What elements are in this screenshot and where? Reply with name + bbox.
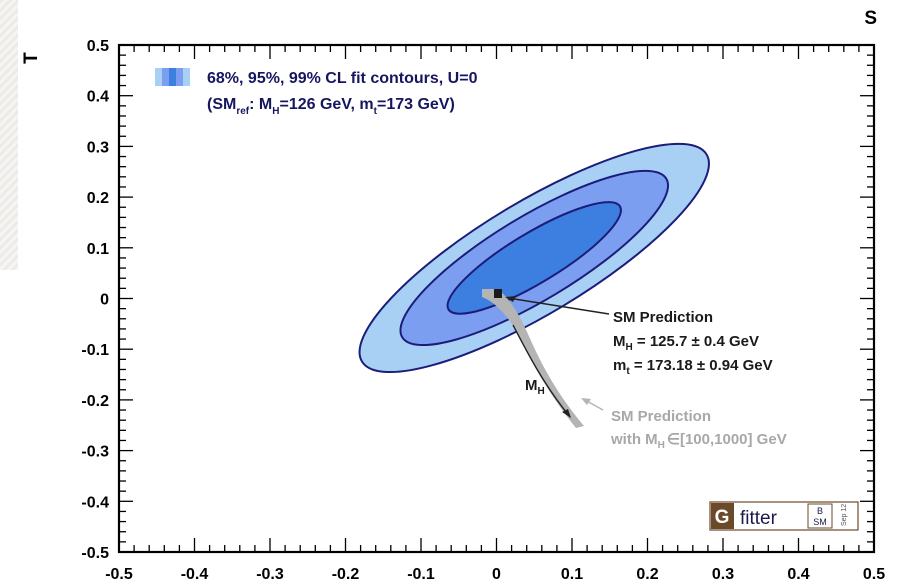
sm-band-range: with MH ∈[100,1000] GeV bbox=[610, 431, 787, 451]
sm-band-title: SM Prediction bbox=[611, 408, 711, 425]
sm-arrow-head bbox=[505, 296, 516, 302]
sm-title: SM Prediction bbox=[613, 309, 713, 326]
legend-swatch bbox=[155, 68, 190, 86]
y-tick-label: 0 bbox=[100, 292, 109, 309]
logo-word: fitter bbox=[740, 508, 778, 529]
sm-annotation: SM Prediction MH = 125.7 ± 0.4 GeV mt = … bbox=[525, 309, 773, 397]
annotation-arrows bbox=[505, 296, 610, 418]
legend: 68%, 95%, 99% CL fit contours, U=0 (SMre… bbox=[155, 68, 478, 117]
axis-ticks bbox=[118, 44, 875, 553]
mh-arrow bbox=[512, 324, 571, 418]
x-tick-label: -0.2 bbox=[332, 566, 360, 581]
sm-mh-value: MH = 125.7 ± 0.4 GeV bbox=[613, 333, 759, 353]
x-tick-label: 0.3 bbox=[712, 566, 734, 581]
sm-band-annotation: SM Prediction with MH ∈[100,1000] GeV bbox=[610, 408, 787, 451]
logo-sup: B bbox=[817, 506, 823, 516]
mh-arrow-label: MH bbox=[525, 377, 545, 397]
y-tick-label: -0.4 bbox=[81, 494, 109, 511]
band-arrow-head bbox=[581, 398, 591, 405]
x-tick-label: -0.5 bbox=[105, 566, 133, 581]
legend-line-2: (SMref: MH=126 GeV, mt=173 GeV) bbox=[207, 96, 455, 117]
x-tick-label: 0.4 bbox=[787, 566, 809, 581]
y-tick-label: -0.3 bbox=[81, 444, 109, 461]
y-tick-labels: 0.5 0.4 0.3 0.2 0.1 0 -0.1 -0.2 -0.3 -0.4 -0.5 bbox=[81, 38, 109, 562]
x-tick-label: -0.4 bbox=[181, 566, 209, 581]
x-tick-label: 0.5 bbox=[863, 566, 885, 581]
legend-line-1: 68%, 95%, 99% CL fit contours, U=0 bbox=[207, 70, 478, 87]
logo-g: G bbox=[715, 507, 730, 528]
y-tick-label: -0.5 bbox=[81, 545, 109, 562]
y-tick-label: 0.3 bbox=[87, 139, 109, 156]
background-texture bbox=[0, 0, 18, 270]
sm-mt-value: mt = 173.18 ± 0.94 GeV bbox=[613, 357, 773, 377]
y-tick-label: -0.2 bbox=[81, 393, 109, 410]
sm-arrow bbox=[507, 297, 610, 315]
x-tick-label: -0.1 bbox=[407, 566, 435, 581]
x-tick-label: 0.2 bbox=[636, 566, 658, 581]
sm-prediction-point bbox=[494, 289, 502, 298]
y-tick-label: 0.4 bbox=[87, 89, 109, 106]
contour-group bbox=[358, 142, 710, 374]
y-tick-label: 0.1 bbox=[87, 241, 109, 258]
y-axis-title: T bbox=[21, 52, 42, 64]
y-tick-label: 0.5 bbox=[87, 38, 109, 55]
x-tick-label: 0.1 bbox=[561, 566, 583, 581]
x-tick-label: 0 bbox=[492, 566, 501, 581]
sm-prediction-band bbox=[482, 289, 584, 428]
x-axis-title: S bbox=[864, 8, 877, 29]
logo-tag: Sep 12 bbox=[841, 504, 848, 526]
logo-sub: SM bbox=[813, 517, 827, 527]
contour-68cl bbox=[446, 201, 622, 315]
gfitter-logo: G fitter B SM Sep 12 bbox=[709, 501, 859, 531]
y-tick-label: -0.1 bbox=[81, 342, 109, 359]
x-tick-label: -0.3 bbox=[256, 566, 284, 581]
y-tick-label: 0.2 bbox=[87, 190, 109, 207]
x-tick-labels: -0.5 -0.4 -0.3 -0.2 -0.1 0 0.1 0.2 0.3 0.4 0.5 bbox=[105, 566, 885, 581]
mh-arrow-head bbox=[562, 409, 571, 418]
